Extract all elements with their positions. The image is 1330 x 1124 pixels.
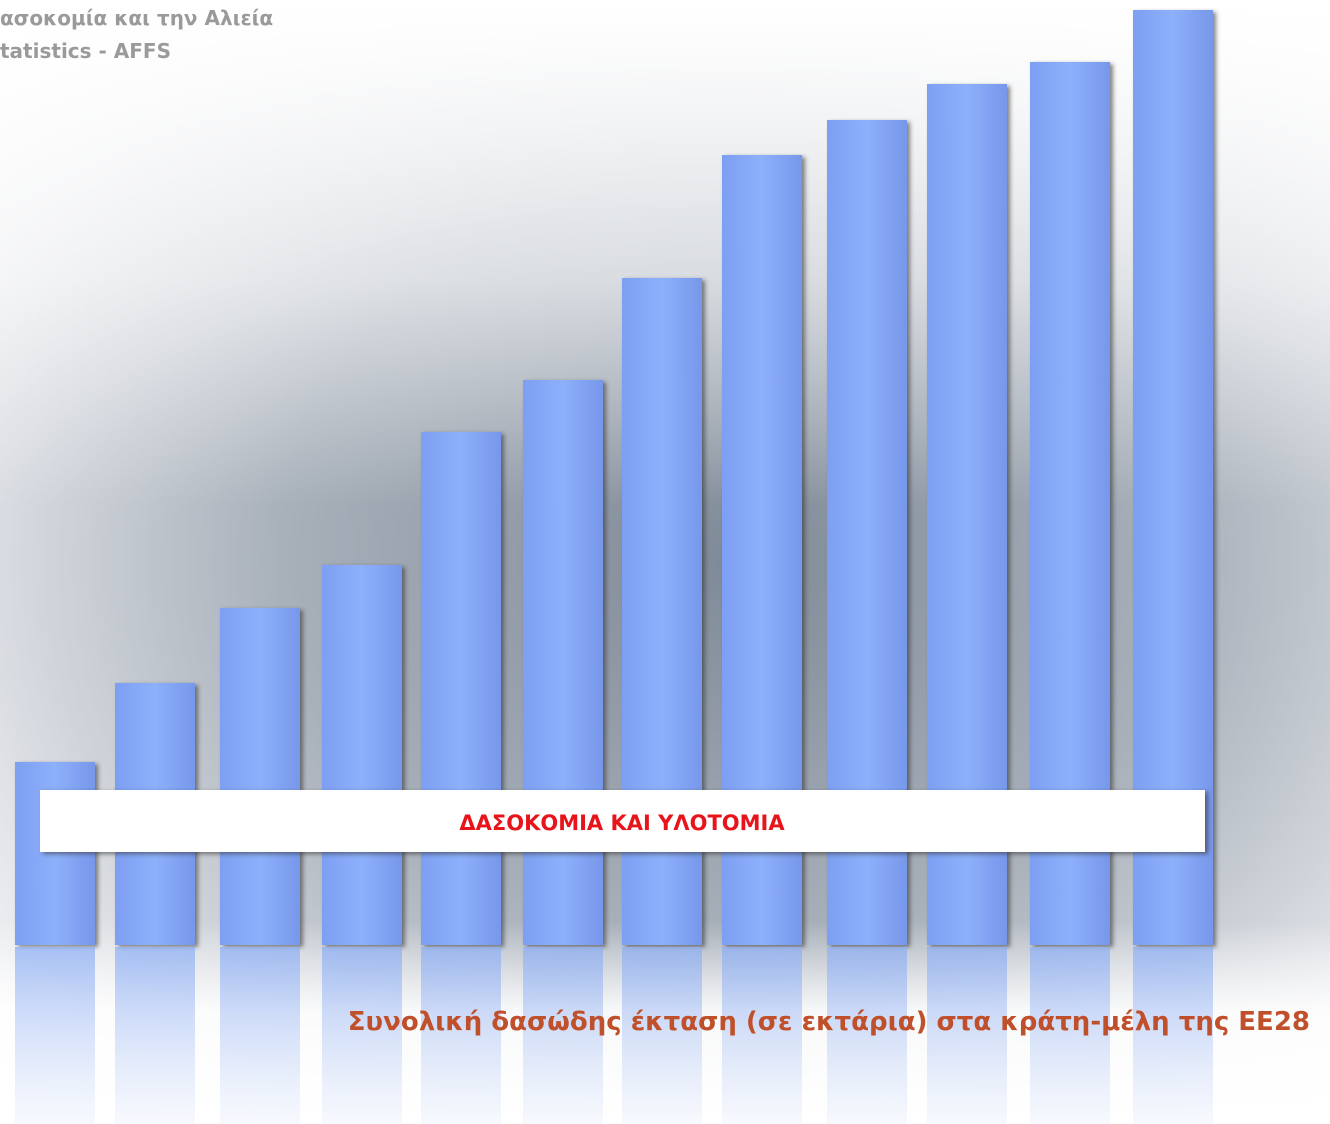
banner [40,790,1205,852]
bar-reflection [927,947,1007,1124]
decorative-bar [523,380,603,945]
bar-reflection [523,947,603,1124]
banner-title: ΔΑΣΟΚΟΜΙΑ ΚΑΙ ΥΛΟΤΟΜΙΑ [459,811,785,835]
decorative-bar [1133,10,1213,945]
header-line: ασοκομία και την Αλιεία [0,6,273,30]
bar-reflection [722,947,802,1124]
decorative-bar [322,565,402,945]
bar-reflection [322,947,402,1124]
decorative-bar [220,608,300,945]
bar-reflection [1133,947,1213,1124]
bar-reflection [421,947,501,1124]
decorative-bar [421,432,501,945]
bar-reflection [622,947,702,1124]
decorative-bar [15,762,95,945]
bar-reflection [827,947,907,1124]
bar-reflection [1030,947,1110,1124]
header-line: tatistics - AFFS [0,39,171,63]
subtitle: Συνολική δασώδης έκταση (σε εκτάρια) στα… [348,1007,1310,1037]
bar-reflection [115,947,195,1124]
bar-reflection [15,947,95,1124]
bar-reflection [220,947,300,1124]
